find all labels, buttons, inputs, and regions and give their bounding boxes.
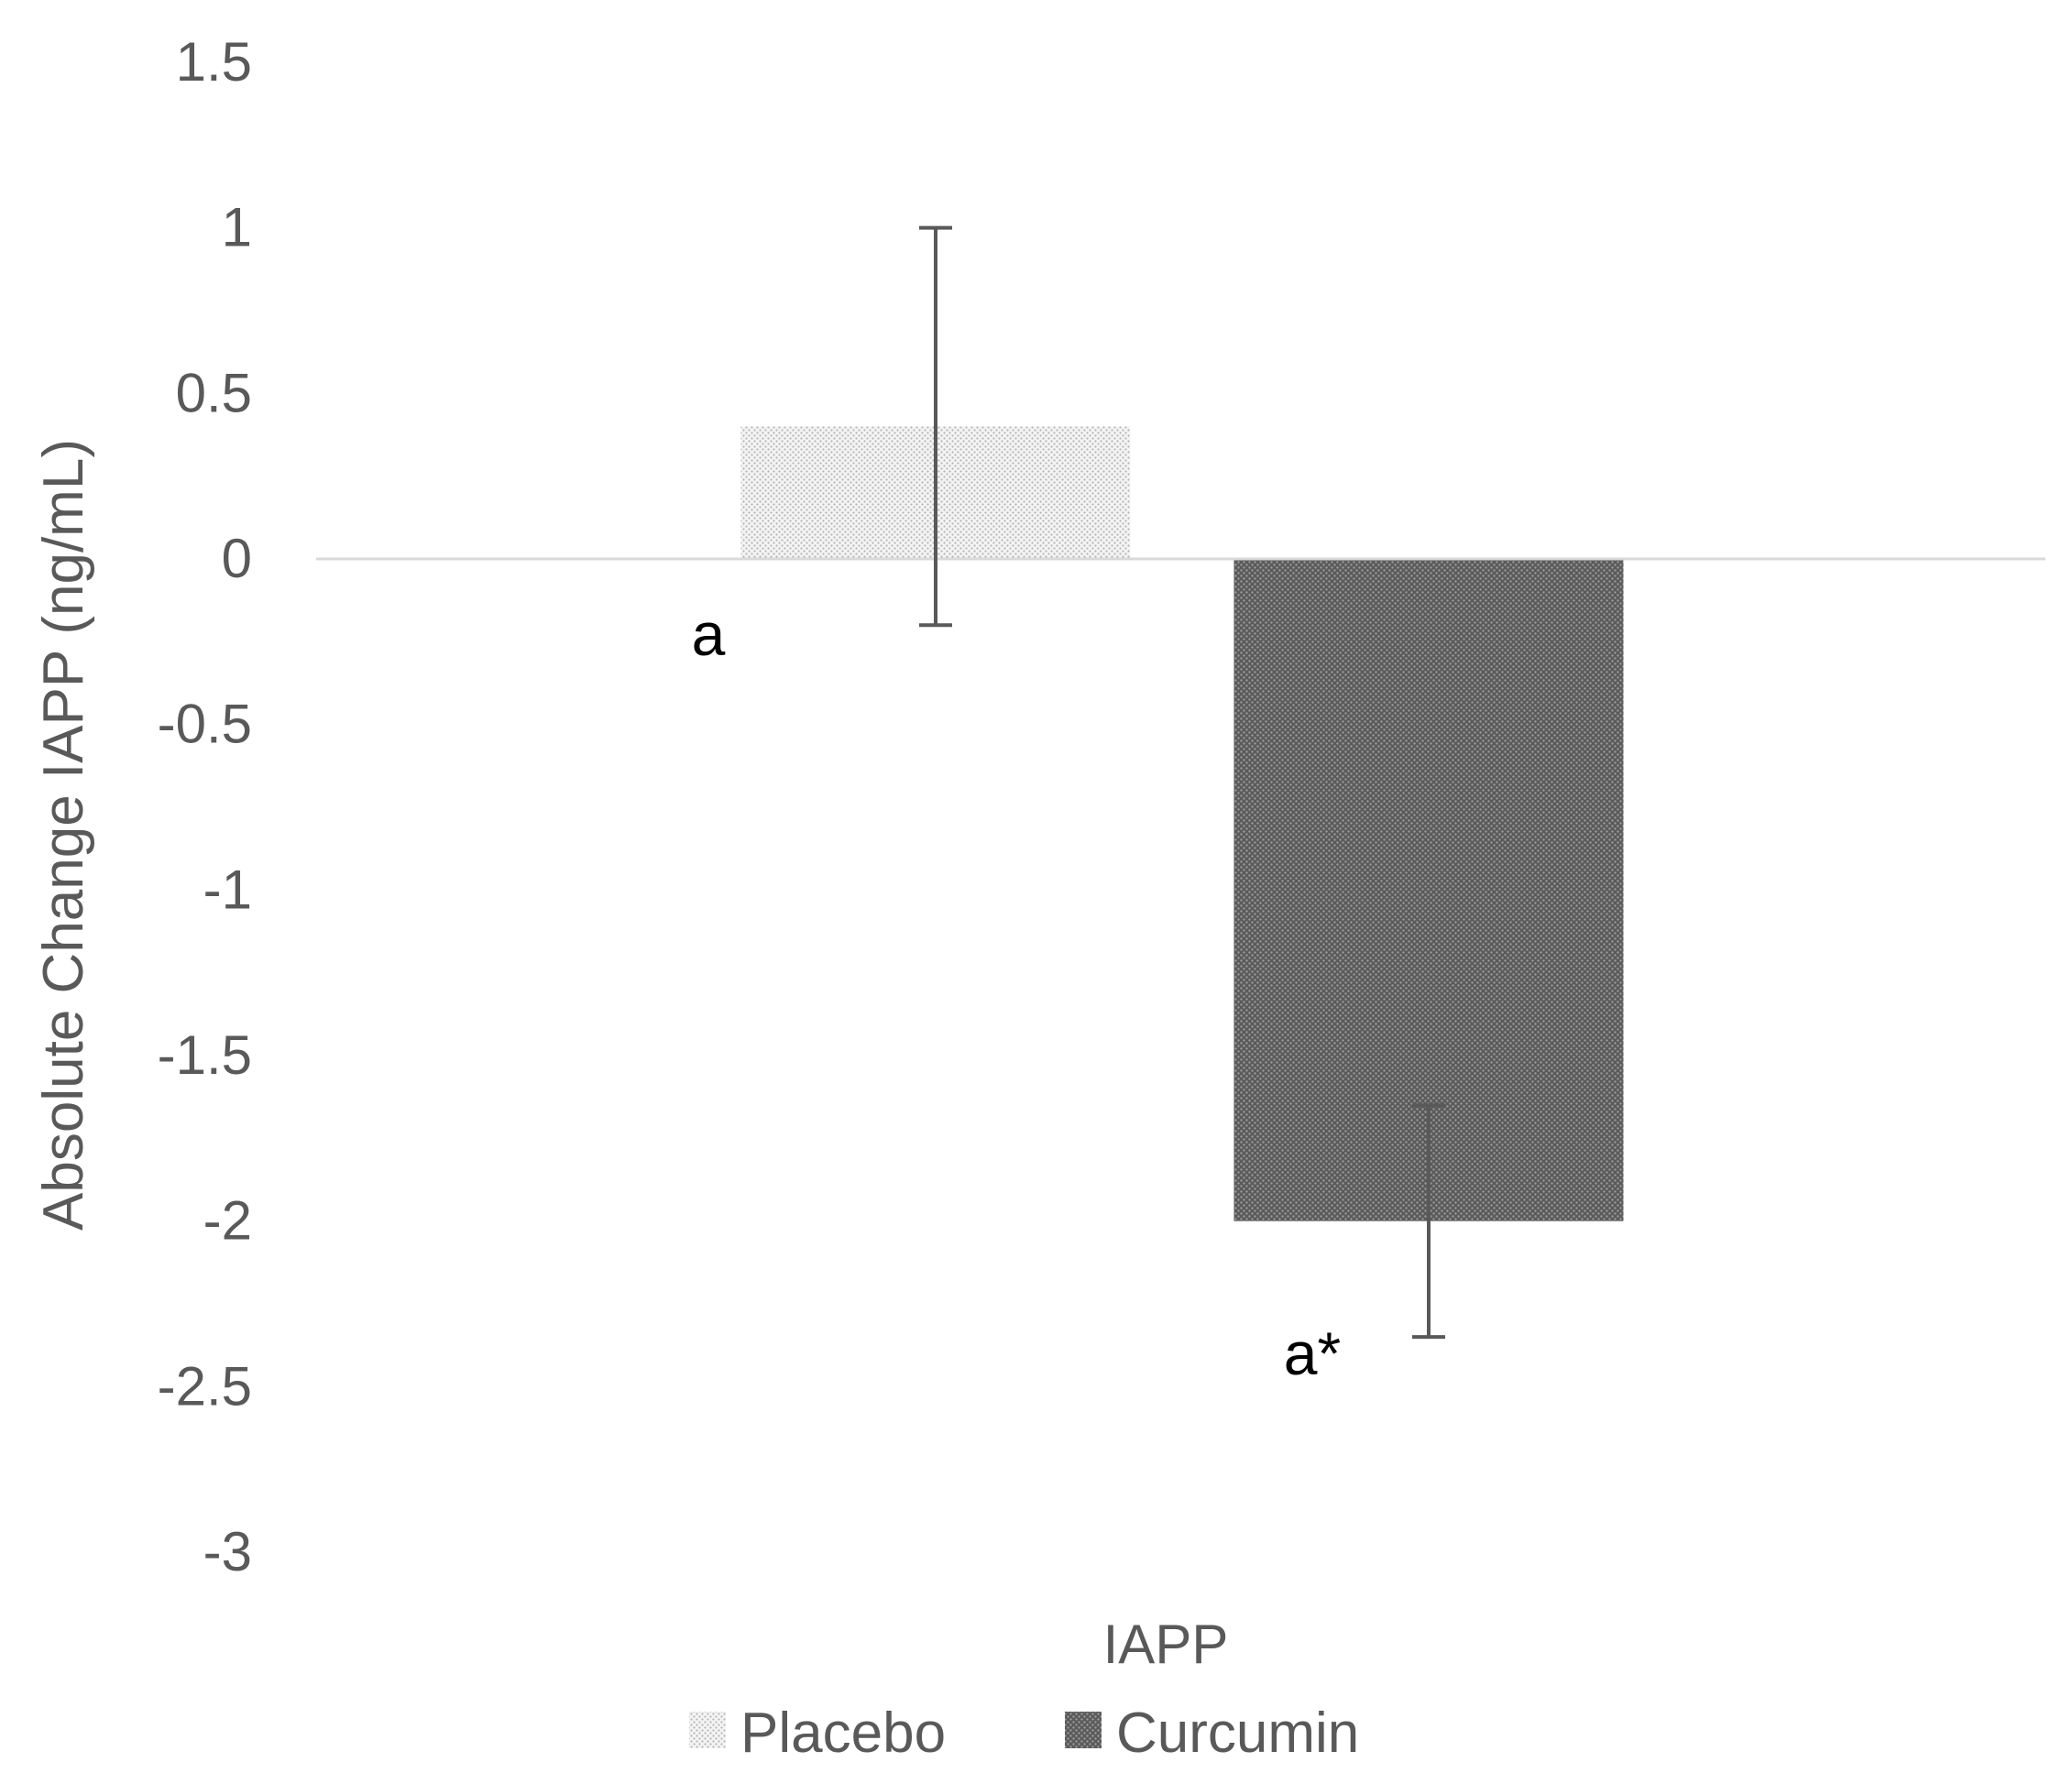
y-tick-label: -1: [203, 859, 252, 920]
legend-swatch-curcumin: [1065, 1712, 1102, 1748]
y-tick-label: -3: [203, 1521, 252, 1582]
y-tick-label: -2.5: [158, 1355, 252, 1417]
x-category-label: IAPP: [1103, 1614, 1229, 1675]
y-tick-label: -0.5: [158, 694, 252, 755]
legend-item-placebo: Placebo: [689, 1702, 946, 1765]
legend-label: Placebo: [740, 1702, 946, 1765]
significance-label: a: [692, 600, 726, 668]
y-tick-label: 1: [222, 197, 252, 258]
y-tick-label: -1.5: [158, 1024, 252, 1086]
legend-item-curcumin: Curcumin: [1065, 1702, 1359, 1765]
significance-label: a*: [1284, 1319, 1341, 1387]
y-tick-label: 1.5: [176, 31, 252, 93]
y-axis-title: Absolute Change IAPP (ng/mL): [32, 439, 95, 1231]
y-tick-label: -2: [203, 1190, 252, 1252]
legend-label: Curcumin: [1116, 1702, 1359, 1765]
y-tick-label: 0.5: [176, 362, 252, 423]
y-tick-label: 0: [222, 528, 252, 589]
legend-swatch-placebo: [689, 1712, 726, 1748]
